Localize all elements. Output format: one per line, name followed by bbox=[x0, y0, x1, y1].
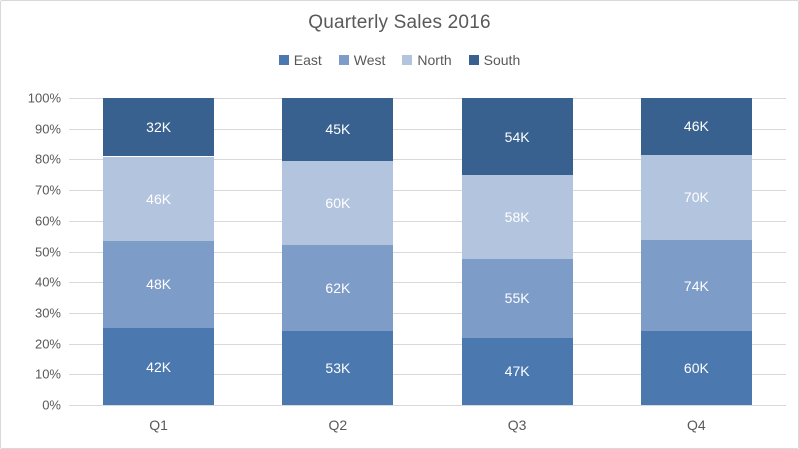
legend: East West North South bbox=[1, 52, 798, 68]
legend-swatch bbox=[402, 55, 413, 65]
x-tick-label-q4: Q4 bbox=[687, 417, 706, 433]
y-axis-labels: 0% 10% 20% 30% 40% 50% 60% 70% 80% 90% 100% bbox=[1, 1, 61, 448]
segment-label: 46K bbox=[683, 118, 709, 135]
segment-label: 47K bbox=[504, 363, 530, 380]
y-tick-label: 80% bbox=[34, 151, 61, 167]
y-tick-label: 20% bbox=[34, 336, 61, 352]
bar-segment-west: 48K bbox=[103, 240, 215, 329]
bar-segment-south: 46K bbox=[640, 98, 752, 155]
bar-segment-east: 47K bbox=[461, 337, 573, 405]
bar-column-q1: 42K 48K 46K 32K bbox=[103, 98, 215, 405]
gridline bbox=[69, 159, 786, 161]
bar-column-q3: 47K 55K 58K 54K bbox=[461, 98, 573, 405]
y-tick-label: 70% bbox=[34, 182, 61, 198]
segment-label: 62K bbox=[325, 279, 351, 296]
y-tick-label: 30% bbox=[34, 305, 61, 321]
segment-label: 46K bbox=[146, 190, 172, 207]
segment-label: 48K bbox=[146, 276, 172, 293]
legend-label: North bbox=[417, 52, 452, 68]
segment-label: 53K bbox=[325, 360, 351, 377]
bar-segment-east: 60K bbox=[640, 331, 752, 405]
bar-segment-north: 60K bbox=[282, 160, 394, 245]
plot-area: 42K 48K 46K 32K 53K 62K 60K 45K 47K 55K 58K 54K 60K 7… bbox=[69, 98, 786, 406]
gridline bbox=[69, 190, 786, 192]
segment-label: 60K bbox=[325, 194, 351, 211]
bar-segment-north: 46K bbox=[103, 156, 215, 241]
segment-label: 32K bbox=[146, 119, 172, 136]
bar-segment-west: 62K bbox=[282, 244, 394, 332]
bar-column-q4: 60K 74K 70K 46K bbox=[640, 98, 752, 405]
x-axis-labels: Q1 Q2 Q3 Q4 bbox=[69, 405, 786, 445]
bar-column-q2: 53K 62K 60K 45K bbox=[282, 98, 394, 405]
gridline bbox=[69, 405, 786, 406]
legend-label: East bbox=[293, 52, 322, 68]
bar-segment-south: 32K bbox=[103, 98, 215, 157]
y-tick-label: 50% bbox=[34, 244, 61, 259]
legend-item-north: North bbox=[402, 52, 452, 68]
y-tick-label: 60% bbox=[34, 213, 61, 229]
segment-label: 45K bbox=[325, 121, 351, 138]
y-tick-label: 10% bbox=[34, 366, 61, 382]
segment-label: 60K bbox=[683, 360, 709, 377]
segment-label: 74K bbox=[683, 277, 709, 294]
bar-segment-east: 53K bbox=[282, 331, 394, 405]
gridline bbox=[69, 128, 786, 130]
bar-segment-south: 45K bbox=[282, 98, 394, 161]
gridline bbox=[69, 312, 786, 314]
legend-swatch bbox=[468, 55, 479, 65]
legend-label: West bbox=[353, 52, 386, 68]
bar-segment-west: 55K bbox=[461, 258, 573, 338]
y-tick-label: 0% bbox=[42, 397, 61, 413]
bar-segment-east: 42K bbox=[103, 328, 215, 405]
segment-label: 42K bbox=[146, 358, 172, 375]
legend-label: South bbox=[483, 52, 521, 68]
gridline bbox=[69, 374, 786, 376]
gridline bbox=[69, 251, 786, 253]
gridline bbox=[69, 343, 786, 345]
x-tick-label-q3: Q3 bbox=[507, 417, 527, 433]
legend-swatch bbox=[278, 55, 289, 65]
segment-label: 58K bbox=[504, 209, 530, 226]
legend-item-west: West bbox=[338, 52, 386, 68]
segment-label: 55K bbox=[504, 290, 530, 307]
legend-item-south: South bbox=[468, 52, 521, 68]
y-tick-label: 90% bbox=[34, 121, 61, 137]
bar-segment-south: 54K bbox=[461, 98, 573, 176]
x-tick-label-q2: Q2 bbox=[328, 417, 348, 433]
y-tick-label: 100% bbox=[27, 90, 61, 106]
bar-segment-north: 70K bbox=[640, 154, 752, 241]
y-tick-label: 40% bbox=[34, 274, 61, 290]
segment-label: 54K bbox=[504, 128, 530, 145]
bar-segment-west: 74K bbox=[640, 240, 752, 332]
legend-swatch bbox=[338, 55, 349, 65]
segment-label: 70K bbox=[683, 189, 709, 206]
gridline bbox=[69, 282, 786, 284]
chart-title: Quarterly Sales 2016 bbox=[308, 12, 491, 33]
bar-segment-north: 58K bbox=[461, 175, 573, 259]
legend-item-east: East bbox=[278, 52, 322, 68]
x-tick-label-q1: Q1 bbox=[149, 417, 168, 433]
gridline bbox=[69, 98, 786, 99]
gridline bbox=[69, 220, 786, 222]
